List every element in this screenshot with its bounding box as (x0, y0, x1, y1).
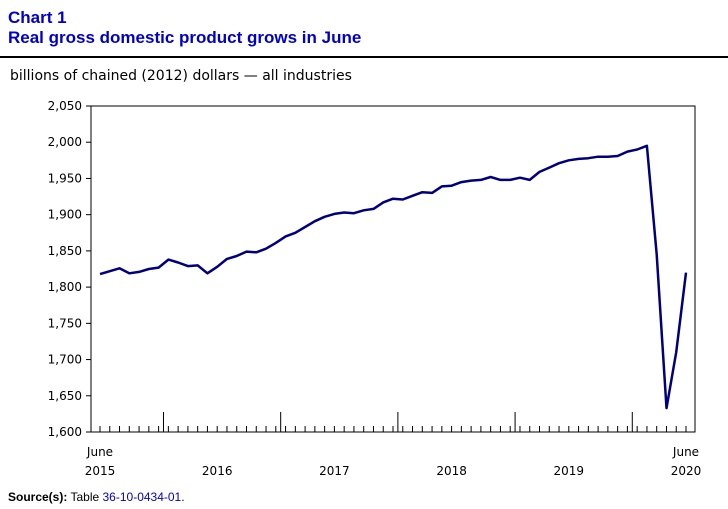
series-line-all-industries (99, 144, 688, 410)
data-point (118, 267, 121, 270)
source-prefix: Table (70, 490, 100, 504)
data-point (470, 179, 473, 182)
source-note: Source(s): Table 36-10-0434-01. (8, 490, 185, 504)
data-point (108, 270, 111, 273)
data-point (382, 201, 385, 204)
data-point (509, 178, 512, 181)
title-divider (0, 56, 728, 58)
data-point (362, 209, 365, 212)
data-point (196, 264, 199, 267)
data-point (372, 207, 375, 210)
y-tick-label: 1,900 (48, 208, 82, 222)
data-point (489, 176, 492, 179)
y-tick-label: 1,750 (48, 316, 82, 330)
data-point (333, 213, 336, 216)
x-axis: June June 2015 2016 2017 2018 2019 2020 (85, 412, 702, 478)
data-point (99, 273, 102, 276)
data-point (274, 242, 277, 245)
data-point (392, 197, 395, 200)
data-point (216, 265, 219, 268)
data-point (187, 265, 190, 268)
x-year-label: 2017 (319, 464, 350, 478)
data-point (401, 198, 404, 201)
data-point (226, 257, 229, 260)
source-suffix: . (181, 490, 185, 504)
data-point (411, 194, 414, 197)
y-tick-label: 1,850 (48, 244, 82, 258)
data-point (567, 159, 570, 162)
x-year-label: 2015 (85, 464, 116, 478)
data-point (519, 176, 522, 179)
data-point (157, 266, 160, 269)
x-year-label: 2016 (202, 464, 233, 478)
data-point (313, 220, 316, 223)
y-tick-label: 1,950 (48, 171, 82, 185)
data-point (577, 157, 580, 160)
y-tick-label: 2,050 (48, 99, 82, 113)
data-point (431, 192, 434, 195)
y-axis-title: billions of chained (2012) dollars — all… (10, 68, 352, 84)
data-point (167, 258, 170, 261)
data-point (460, 181, 463, 184)
y-tick-label: 1,700 (48, 353, 82, 367)
chart-number: Chart 1 (8, 8, 67, 27)
data-point (616, 155, 619, 158)
data-point (538, 171, 541, 174)
x-month-label: June (672, 445, 699, 459)
data-point (206, 272, 209, 275)
data-point (597, 155, 600, 158)
data-point (128, 272, 131, 275)
data-point (323, 215, 326, 218)
y-tick-label: 2,000 (48, 135, 82, 149)
data-point (685, 271, 688, 274)
data-point (665, 407, 668, 410)
source-table-link[interactable]: 36-10-0434-01 (102, 490, 182, 504)
source-label: Source(s): (8, 490, 68, 504)
data-point (655, 253, 658, 256)
data-point (235, 255, 238, 258)
x-year-label: 2020 (671, 464, 702, 478)
data-point (245, 250, 248, 253)
data-point (558, 162, 561, 165)
y-tick-label: 1,800 (48, 280, 82, 294)
data-point (548, 166, 551, 169)
data-point (480, 178, 483, 181)
chart-title-block: Chart 1 Real gross domestic product grow… (8, 8, 361, 48)
y-axis: 1,600 1,650 1,700 1,750 1,800 1,850 1,900 1,950… (48, 99, 91, 439)
data-point (255, 251, 258, 254)
chart-title: Real gross domestic product grows in Jun… (8, 28, 362, 47)
gdp-line-chart: billions of chained (2012) dollars — all… (10, 68, 702, 478)
data-point (499, 178, 502, 181)
data-point (636, 148, 639, 151)
data-points (99, 144, 688, 409)
y-tick-label: 1,600 (48, 425, 82, 439)
x-year-label: 2019 (554, 464, 585, 478)
x-month-label: June (86, 445, 113, 459)
data-point (587, 157, 590, 160)
plot-frame (90, 105, 696, 433)
data-point (304, 226, 307, 229)
x-year-label: 2018 (436, 464, 467, 478)
data-point (265, 247, 268, 250)
data-point (646, 144, 649, 147)
data-point (528, 178, 531, 181)
data-point (284, 235, 287, 238)
y-tick-label: 1,650 (48, 389, 82, 403)
data-point (353, 212, 356, 215)
data-point (138, 270, 141, 273)
data-point (294, 231, 297, 234)
data-point (675, 351, 678, 354)
data-point (440, 185, 443, 188)
data-point (450, 184, 453, 187)
data-point (421, 191, 424, 194)
data-point (343, 211, 346, 214)
data-point (147, 268, 150, 271)
data-point (177, 261, 180, 264)
data-point (606, 155, 609, 158)
data-point (626, 150, 629, 153)
